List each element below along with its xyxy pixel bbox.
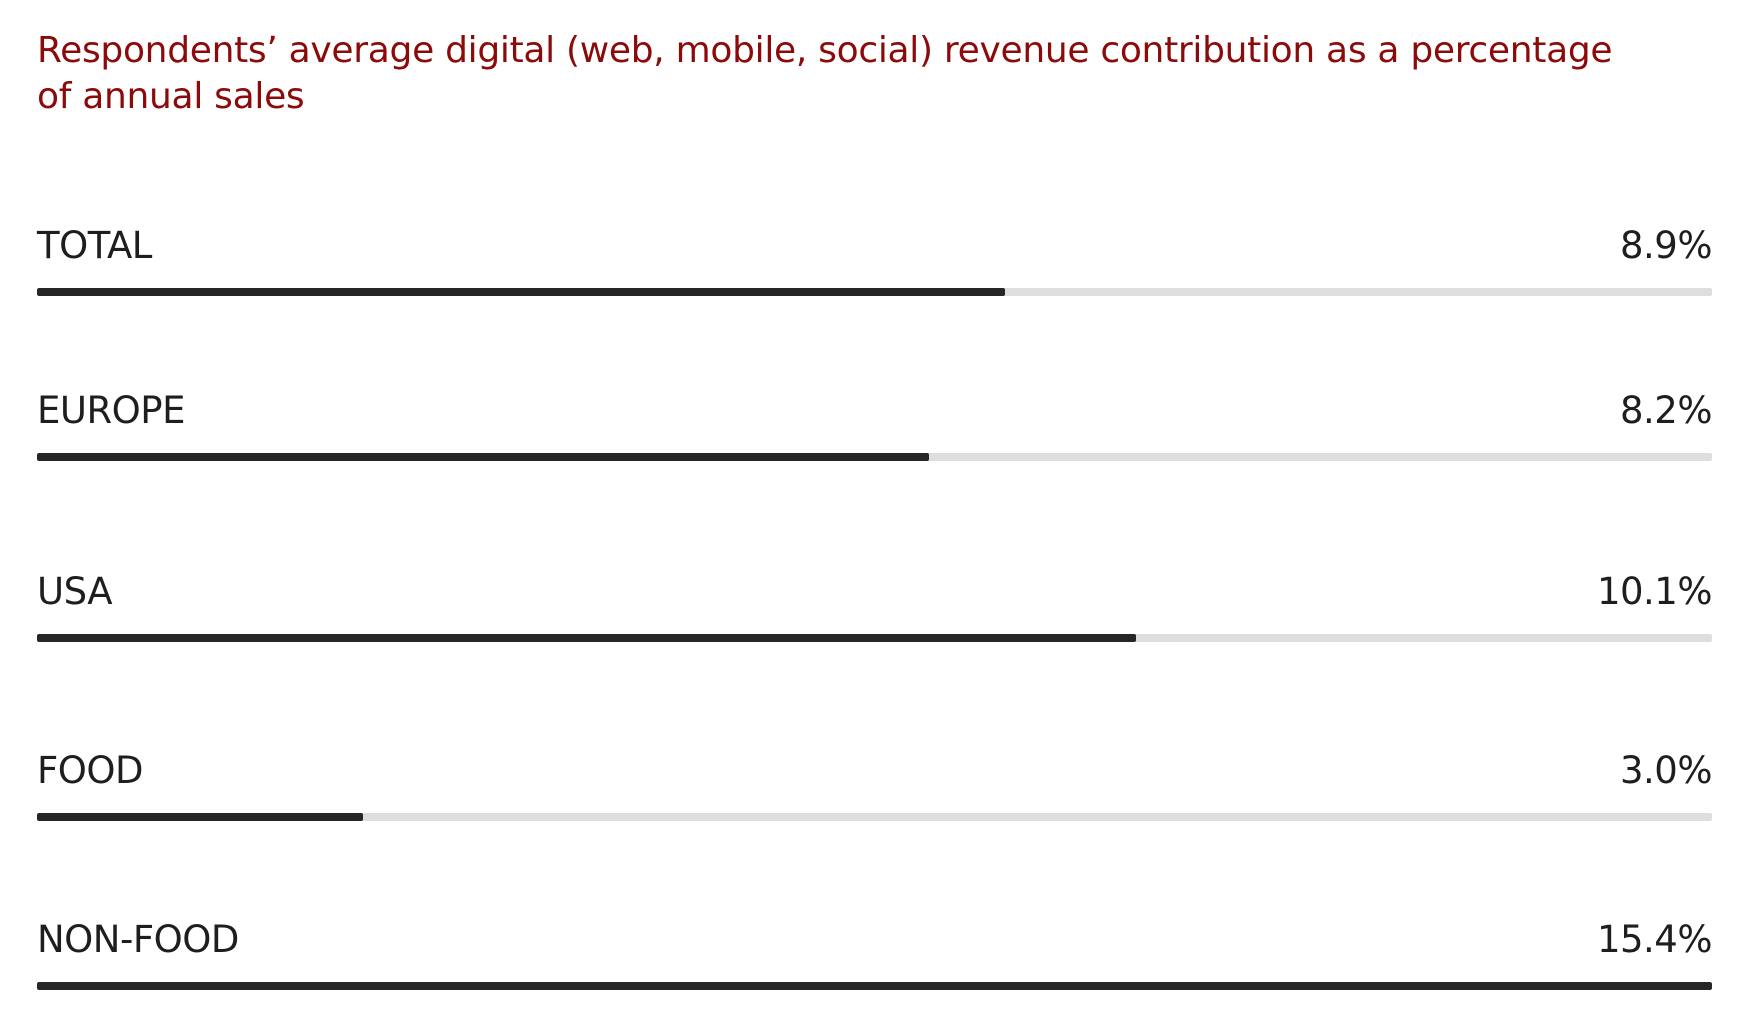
- bar-row-usa: USA 10.1%: [37, 570, 1713, 650]
- bar: [37, 288, 1006, 296]
- category-label: NON-FOOD: [37, 918, 239, 961]
- bar-row-total: TOTAL 8.9%: [37, 224, 1713, 304]
- value-label: 8.2%: [1620, 389, 1713, 432]
- bar: [37, 813, 364, 821]
- bar-track: [37, 813, 1712, 821]
- bar: [37, 453, 929, 461]
- value-label: 3.0%: [1620, 749, 1713, 792]
- bar-track: [37, 634, 1712, 642]
- bar-track: [37, 982, 1712, 990]
- bar-row-non-food: NON-FOOD 15.4%: [37, 918, 1713, 998]
- value-label: 10.1%: [1596, 570, 1713, 613]
- bar-row-europe: EUROPE 8.2%: [37, 389, 1713, 469]
- chart-title: Respondents’ average digital (web, mobil…: [37, 30, 1613, 117]
- value-label: 15.4%: [1596, 918, 1713, 961]
- bar-track: [37, 288, 1712, 296]
- category-label: TOTAL: [37, 224, 152, 267]
- bar-row-food: FOOD 3.0%: [37, 749, 1713, 829]
- value-label: 8.9%: [1620, 224, 1713, 267]
- category-label: USA: [37, 570, 113, 613]
- bar: [37, 634, 1136, 642]
- bar: [37, 982, 1712, 990]
- category-label: FOOD: [37, 749, 144, 792]
- category-label: EUROPE: [37, 389, 185, 432]
- bar-track: [37, 453, 1712, 461]
